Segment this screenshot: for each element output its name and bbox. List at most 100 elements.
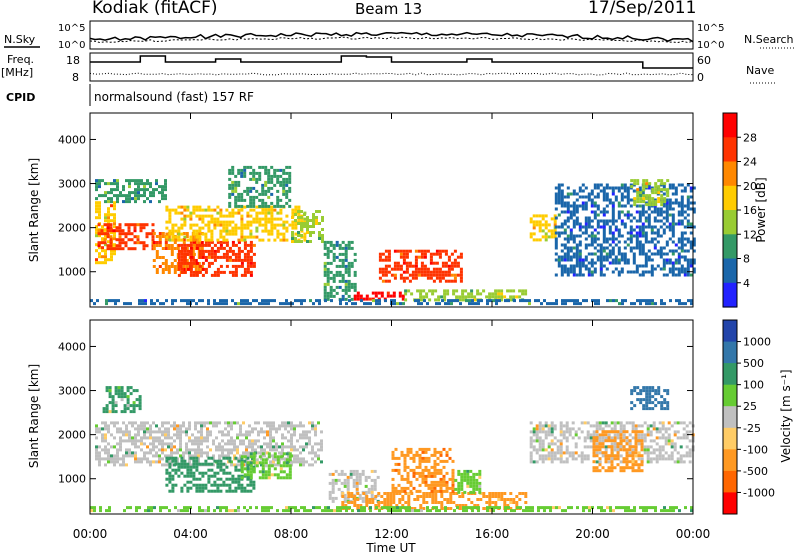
data-cell [312,506,315,510]
data-cell [144,299,147,303]
data-cell [421,450,425,454]
data-cell [158,442,161,446]
data-cell [212,424,215,428]
data-cell [149,463,152,467]
data-cell [538,229,542,233]
data-cell [599,219,603,223]
data-cell [595,421,599,425]
data-cell [341,504,345,507]
data-cell [261,186,265,190]
data-cell [216,220,220,224]
data-cell [655,454,659,458]
data-cell [237,168,241,172]
data-cell [638,231,642,235]
data-cell [219,243,223,247]
data-cell [637,433,641,437]
data-cell [278,445,281,449]
data-cell [138,401,142,405]
data-cell [204,462,208,466]
data-cell [581,207,585,211]
data-cell [405,252,409,256]
data-cell [155,250,159,253]
data-cell [667,439,671,443]
data-cell [192,240,196,244]
data-cell [683,249,687,253]
data-cell [255,180,259,184]
data-cell [216,483,220,487]
data-cell [680,189,684,193]
data-cell [206,433,209,437]
data-cell [240,273,244,277]
data-cell [467,492,471,495]
data-cell [143,430,146,434]
data-cell [231,273,235,277]
data-cell [680,267,684,271]
data-cell [370,490,374,494]
data-cell [204,270,208,274]
data-cell [192,471,196,475]
data-cell [614,243,618,247]
data-cell [613,436,617,440]
data-cell [246,509,249,513]
data-cell [620,192,624,196]
data-cell [599,273,603,277]
data-cell [170,244,174,247]
data-cell [225,255,229,259]
data-cell [683,204,687,208]
data-cell [212,457,215,461]
data-cell [218,448,221,452]
data-cell [345,506,348,510]
data-cell [440,295,444,299]
data-cell [455,504,459,507]
data-cell [264,192,268,196]
data-cell [421,471,425,475]
data-cell [213,509,216,513]
data-cell [249,506,252,510]
data-cell [378,255,382,259]
data-cell [288,509,291,513]
data-cell [350,285,354,289]
data-cell [602,186,606,190]
data-cell [173,421,176,425]
data-cell [371,498,375,501]
data-cell [128,185,131,189]
data-cell [267,180,271,184]
data-cell [660,401,664,405]
data-cell [682,427,686,431]
data-cell [344,279,348,283]
data-cell [210,249,214,253]
data-cell [98,252,101,256]
data-cell [344,270,348,274]
data-cell [219,214,223,218]
data-cell [234,273,238,277]
data-cell [356,507,360,510]
data-cell [631,466,635,470]
data-cell [131,424,134,428]
data-cell [650,228,654,232]
data-cell [242,439,245,443]
data-cell [632,255,636,259]
data-cell [605,252,609,256]
data-cell [660,182,664,186]
data-cell [425,292,429,296]
data-cell [131,439,134,443]
data-cell [644,237,648,241]
data-cell [529,232,533,236]
data-cell [213,223,217,227]
data-cell [602,246,606,250]
data-cell [273,223,277,227]
data-cell [439,450,443,454]
data-cell [297,217,301,221]
data-cell [346,481,350,485]
data-cell [575,207,579,211]
data-cell [173,247,177,250]
data-cell [136,235,140,239]
data-cell [276,476,280,480]
data-cell [399,273,403,277]
data-cell [599,261,603,265]
data-cell [291,231,294,234]
data-cell [186,506,189,510]
data-cell [140,194,143,198]
data-cell [317,457,320,461]
data-cell [273,174,277,178]
